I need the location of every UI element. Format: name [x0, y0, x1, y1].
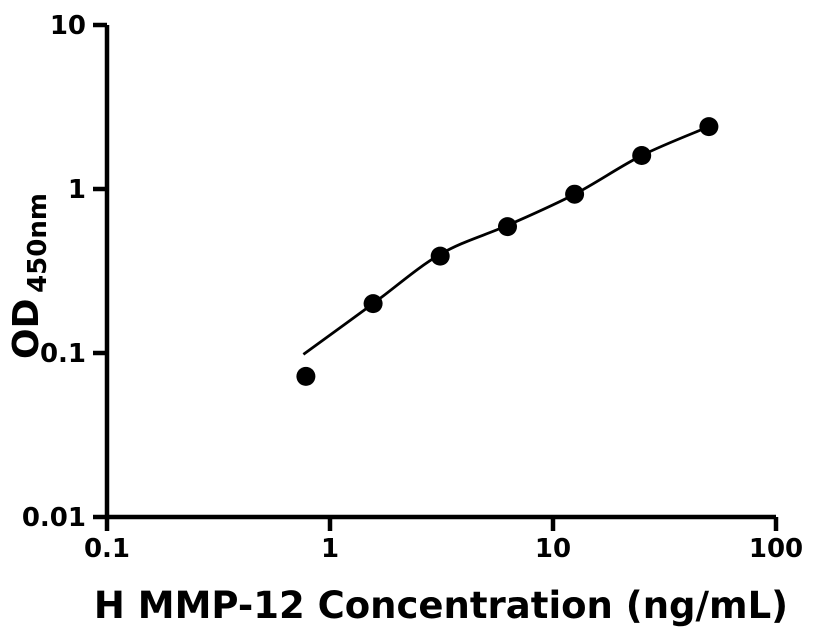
- x-tick-label-0-1: 0.1: [84, 534, 130, 564]
- axis-lines: [104, 25, 776, 520]
- y-tick-label-0-01: 0.01: [22, 503, 86, 533]
- y-axis-title-subscript: 450nm: [23, 193, 53, 293]
- data-point: [565, 184, 585, 204]
- data-point: [498, 217, 517, 237]
- y-axis-title: OD 450nm: [6, 193, 53, 359]
- y-axis-ticks: [93, 22, 107, 520]
- data-point: [430, 246, 450, 266]
- plot-layer: [296, 117, 719, 386]
- x-tick-label-10: 10: [535, 534, 571, 564]
- data-point: [363, 294, 383, 314]
- y-tick-label-0-1: 0.1: [40, 339, 86, 369]
- x-axis-ticks: [104, 517, 779, 531]
- data-point: [699, 117, 719, 137]
- y-axis-title-main: OD: [6, 298, 47, 359]
- data-point: [632, 146, 652, 165]
- y-tick-label-10: 10: [50, 11, 86, 41]
- y-tick-label-1: 1: [68, 175, 86, 205]
- data-point: [296, 366, 316, 386]
- x-axis-title: H MMP-12 Concentration (ng/mL): [94, 584, 788, 627]
- x-tick-label-100: 100: [749, 534, 803, 564]
- x-tick-label-1: 1: [321, 534, 339, 564]
